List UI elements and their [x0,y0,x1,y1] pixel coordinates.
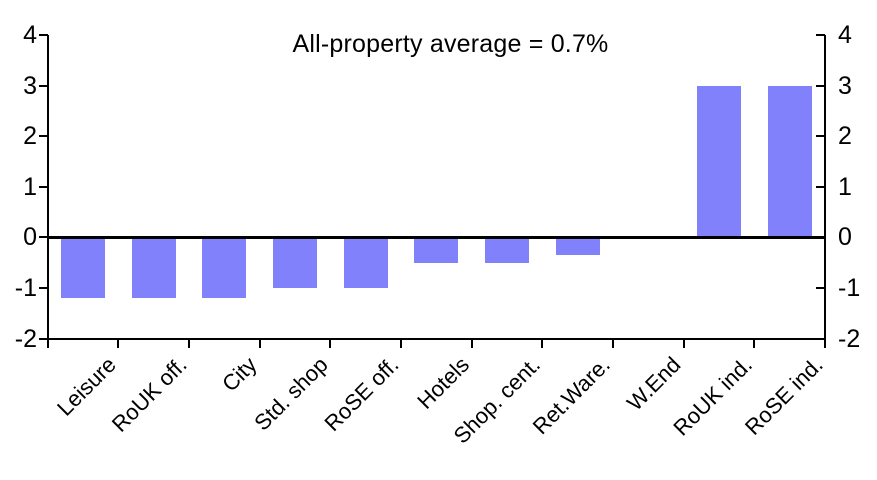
bar-shop-cent [484,237,529,263]
y-tick-label-left: -1 [14,273,37,302]
x-tick [470,338,473,348]
y-tick-left [38,185,48,188]
y-tick-left [38,286,48,289]
x-tick [117,338,120,348]
y-tick-label-right: 1 [838,172,852,201]
x-tick [753,338,756,348]
bar-city [202,237,247,299]
y-tick-label-right: -2 [838,324,861,353]
y-tick-left [38,34,48,36]
x-tick [611,338,614,348]
y-tick-label-left: -2 [14,324,37,353]
x-tick [46,338,49,348]
bar-rose-ind [767,85,812,238]
y-tick-label-left: 1 [23,172,37,201]
x-category-label-leisure: Leisure [51,352,121,421]
x-category-label-hotels: Hotels [412,352,474,414]
x-category-label-city: City [217,352,262,397]
bar-rose-off [343,237,388,288]
x-category-label-rouk-off: RoUK off. [106,352,192,437]
y-tick-right [816,84,825,87]
y-tick-label-left: 0 [23,223,37,252]
x-tick [258,338,261,348]
y-tick-left [38,84,48,87]
y-tick-left [38,236,48,239]
x-tick [541,338,544,348]
y-tick-label-right: 0 [838,223,852,252]
y-tick-left [38,337,48,340]
y-tick-right [816,34,825,36]
bar-hotels [414,237,459,263]
y-tick-right [816,185,825,188]
bar-rouk-off [131,237,176,299]
x-tick [682,338,685,348]
x-category-label-std-shop: Std. shop [249,352,333,436]
y-axis-left [46,35,49,339]
y-tick-label-left: 3 [23,71,37,100]
y-tick-label-right: 3 [838,71,852,100]
y-tick-label-right: 2 [838,122,852,151]
x-axis-bottom [46,337,826,340]
x-tick [399,338,402,348]
y-tick-label-right: -1 [838,273,861,302]
zero-line [46,235,826,239]
x-tick [329,338,332,348]
y-tick-left [38,135,48,138]
x-category-label-rose-off: RoSE off. [319,352,404,436]
y-tick-right [816,135,825,138]
x-tick [187,338,190,348]
y-tick-label-right: 4 [838,21,852,49]
y-axis-right [824,35,826,339]
bar-std-shop [272,237,317,288]
x-category-label-w-end: W.End [622,352,686,416]
bar-rouk-ind [696,85,741,238]
y-tick-label-left: 2 [23,122,37,151]
y-tick-right [816,337,825,340]
bar-leisure [60,237,105,299]
y-tick-right [816,286,825,289]
bar-ret-ware [555,237,600,256]
chart-title-annotation: All-property average = 0.7% [292,30,609,58]
y-tick-label-left: 4 [23,21,37,49]
x-tick [824,338,826,348]
